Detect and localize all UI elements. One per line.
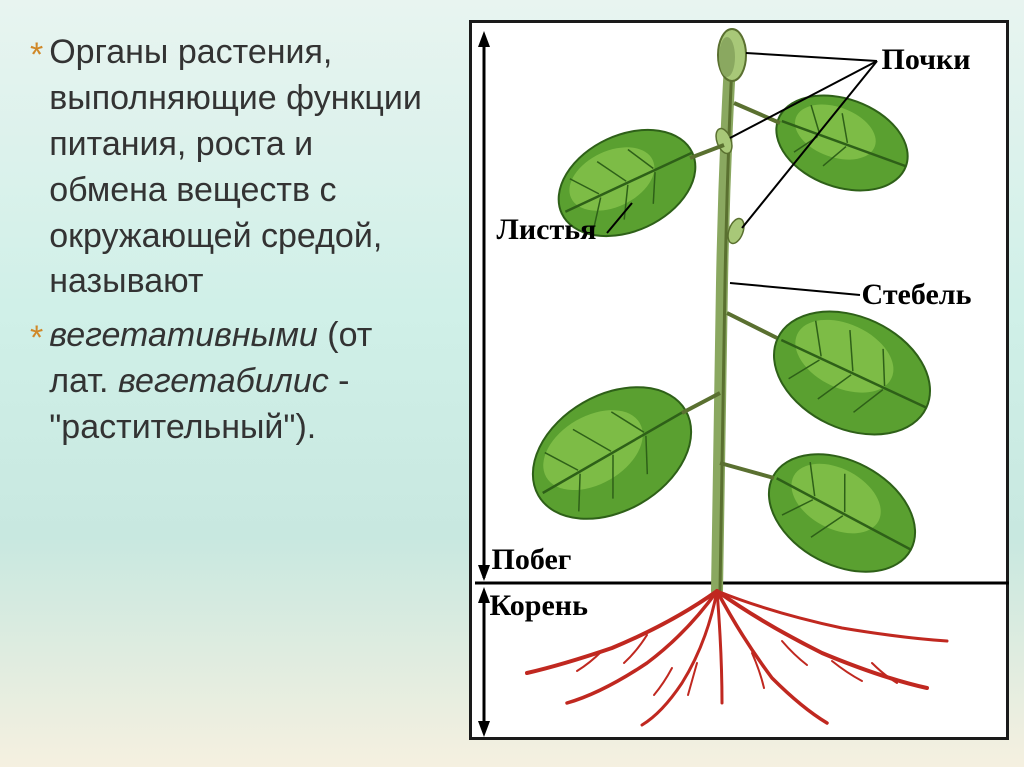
label-stem: Стебель (862, 278, 972, 312)
slide-container: * Органы растения, выполняющие функции п… (0, 0, 1024, 767)
bullet-marker-icon: * (30, 321, 43, 355)
label-shoot: Побег (492, 543, 572, 577)
plant-illustration (472, 23, 1012, 743)
label-leaves: Листья (497, 213, 597, 247)
label-root: Корень (490, 589, 588, 623)
bullet-2-italic2: вегетабилис (118, 362, 329, 400)
bullet-2-italic1: вегетативными (49, 316, 327, 354)
label-buds: Почки (882, 43, 971, 77)
bullet-2: * вегетативными (от лат. вегетабилис - "… (30, 313, 439, 451)
diagram-column: Почки Листья Стебель Побег Корень (459, 20, 1004, 747)
bullet-1: * Органы растения, выполняющие функции п… (30, 30, 439, 305)
bullet-marker-icon: * (30, 38, 43, 72)
bullet-1-text: Органы растения, выполняющие функции пит… (49, 30, 438, 305)
plant-diagram: Почки Листья Стебель Побег Корень (469, 20, 1009, 740)
bullet-2-text: вегетативными (от лат. вегетабилис - "ра… (49, 313, 438, 451)
text-column: * Органы растения, выполняющие функции п… (30, 20, 459, 747)
